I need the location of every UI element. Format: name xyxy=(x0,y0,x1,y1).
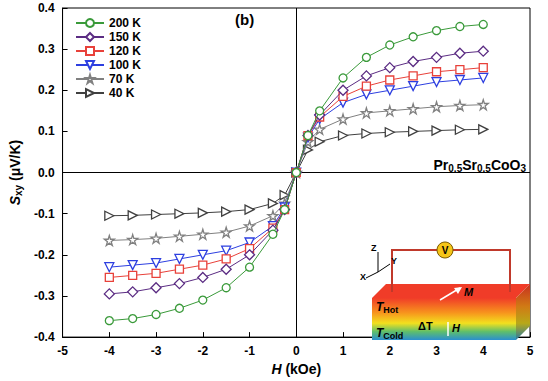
svg-text:-4: -4 xyxy=(104,344,115,358)
svg-text:100 K: 100 K xyxy=(109,58,141,72)
svg-text:-3: -3 xyxy=(151,344,162,358)
svg-text:1: 1 xyxy=(340,344,347,358)
svg-text:V: V xyxy=(442,245,449,256)
svg-text:0: 0 xyxy=(293,344,300,358)
svg-text:2: 2 xyxy=(386,344,393,358)
svg-text:70 K: 70 K xyxy=(109,72,135,86)
svg-text:0.5: 0.5 xyxy=(477,163,491,174)
svg-text:T: T xyxy=(376,300,384,314)
svg-text:Hot: Hot xyxy=(383,305,398,315)
svg-text:Z: Z xyxy=(371,243,377,253)
svg-text:0.1: 0.1 xyxy=(38,124,55,138)
svg-text:(b): (b) xyxy=(235,11,254,28)
svg-text:200 K: 200 K xyxy=(109,16,141,30)
svg-text:-0.2: -0.2 xyxy=(34,248,55,262)
svg-text:Cold: Cold xyxy=(383,331,403,341)
svg-text:0.4: 0.4 xyxy=(38,1,55,15)
svg-text:0.3: 0.3 xyxy=(38,42,55,56)
svg-text:Pr: Pr xyxy=(434,157,449,173)
svg-text:-0.4: -0.4 xyxy=(34,330,55,344)
svg-text:-0.1: -0.1 xyxy=(34,207,55,221)
svg-text:120 K: 120 K xyxy=(109,44,141,58)
svg-text:(kOe): (kOe) xyxy=(282,361,322,377)
svg-text:CoO: CoO xyxy=(491,157,521,173)
svg-text:0.0: 0.0 xyxy=(38,166,55,180)
svg-text:ΔT: ΔT xyxy=(418,320,433,332)
svg-text:xy: xy xyxy=(13,184,24,196)
svg-text:S: S xyxy=(7,196,23,206)
svg-text:0.2: 0.2 xyxy=(38,83,55,97)
svg-text:150 K: 150 K xyxy=(109,30,141,44)
svg-text:H: H xyxy=(271,361,282,377)
svg-text:3: 3 xyxy=(433,344,440,358)
svg-text:-0.3: -0.3 xyxy=(34,289,55,303)
svg-text:0.5: 0.5 xyxy=(448,163,462,174)
svg-text:-1: -1 xyxy=(244,344,255,358)
svg-text:H: H xyxy=(452,322,461,334)
svg-text:(μV/K): (μV/K) xyxy=(7,140,23,185)
svg-text:4: 4 xyxy=(480,344,487,358)
svg-text:M: M xyxy=(464,286,474,298)
svg-text:Sr: Sr xyxy=(462,157,477,173)
svg-text:40 K: 40 K xyxy=(109,86,135,100)
svg-text:Y: Y xyxy=(391,256,397,266)
svg-text:T: T xyxy=(376,326,384,340)
svg-text:-2: -2 xyxy=(197,344,208,358)
svg-text:5: 5 xyxy=(527,344,534,358)
svg-text:-5: -5 xyxy=(57,344,68,358)
svg-text:3: 3 xyxy=(520,163,526,174)
svg-text:X: X xyxy=(360,272,366,282)
